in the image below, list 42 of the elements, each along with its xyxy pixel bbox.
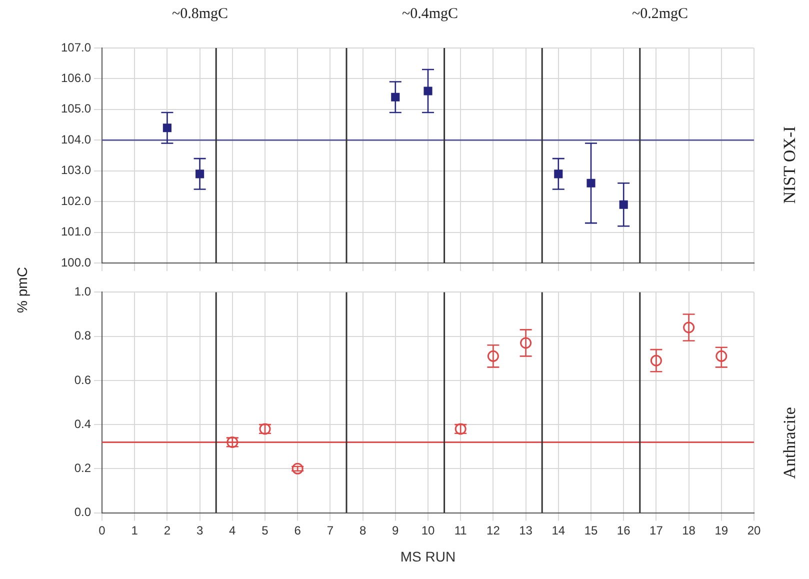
x-tick-label: 16 [616, 523, 631, 538]
x-tick-label: 13 [519, 523, 533, 538]
y-tick-label: 107.0 [60, 40, 92, 54]
y-tick-label: 0.4 [74, 416, 92, 431]
y-tick-label: 102.0 [60, 194, 92, 208]
text: ~0.4mgC [402, 6, 458, 23]
y-tick-label: 0.8 [74, 328, 92, 343]
x-tick-label: 20 [747, 523, 761, 538]
y-tick-label: 105.0 [60, 102, 92, 116]
x-tick-label: 14 [552, 523, 566, 538]
x-tick-label: 18 [682, 523, 696, 538]
y2-axis-title: Anthracite [780, 406, 800, 478]
x-tick-label: 19 [714, 523, 728, 538]
x-tick-label: 17 [650, 523, 664, 538]
y-tick-label: 101.0 [60, 224, 92, 239]
text: ~0.2mgC [632, 6, 688, 23]
x-tick-label: 1 [131, 523, 138, 538]
x-tick-label: 11 [454, 523, 468, 538]
x-tick-label: 3 [196, 523, 204, 538]
y-tick-label: 0.2 [74, 460, 92, 475]
y-tick-label: 0.0 [74, 505, 92, 520]
y-tick-label: 104.0 [60, 132, 92, 146]
x-tick-label: 6 [294, 523, 302, 538]
x-tick-label: 2 [164, 523, 171, 538]
y-tick-label: 106.0 [60, 71, 92, 86]
x-tick-label: 4 [229, 523, 236, 538]
y-tick-label: 1.0 [74, 284, 92, 299]
y2-axis-title: NIST OX-I [780, 126, 800, 204]
x-tick-label: 15 [584, 523, 598, 538]
x-tick-label: 9 [392, 523, 400, 538]
x-tick-label: 10 [421, 523, 435, 538]
x-tick-label: 8 [359, 523, 366, 538]
x-tick-label: 7 [326, 523, 334, 538]
x-tick-label: 0 [98, 523, 106, 538]
x-tick-label: 5 [262, 523, 269, 538]
y-axis-title: % pmC [14, 267, 30, 313]
text: ~0.8mgC [172, 6, 228, 23]
y-tick-label: 0.6 [74, 372, 92, 387]
y-tick-label: 103.0 [60, 163, 92, 178]
y-tick-label: 100.0 [60, 255, 92, 270]
x-axis-title: MS RUN [400, 548, 456, 564]
x-tick-label: 12 [486, 523, 500, 538]
